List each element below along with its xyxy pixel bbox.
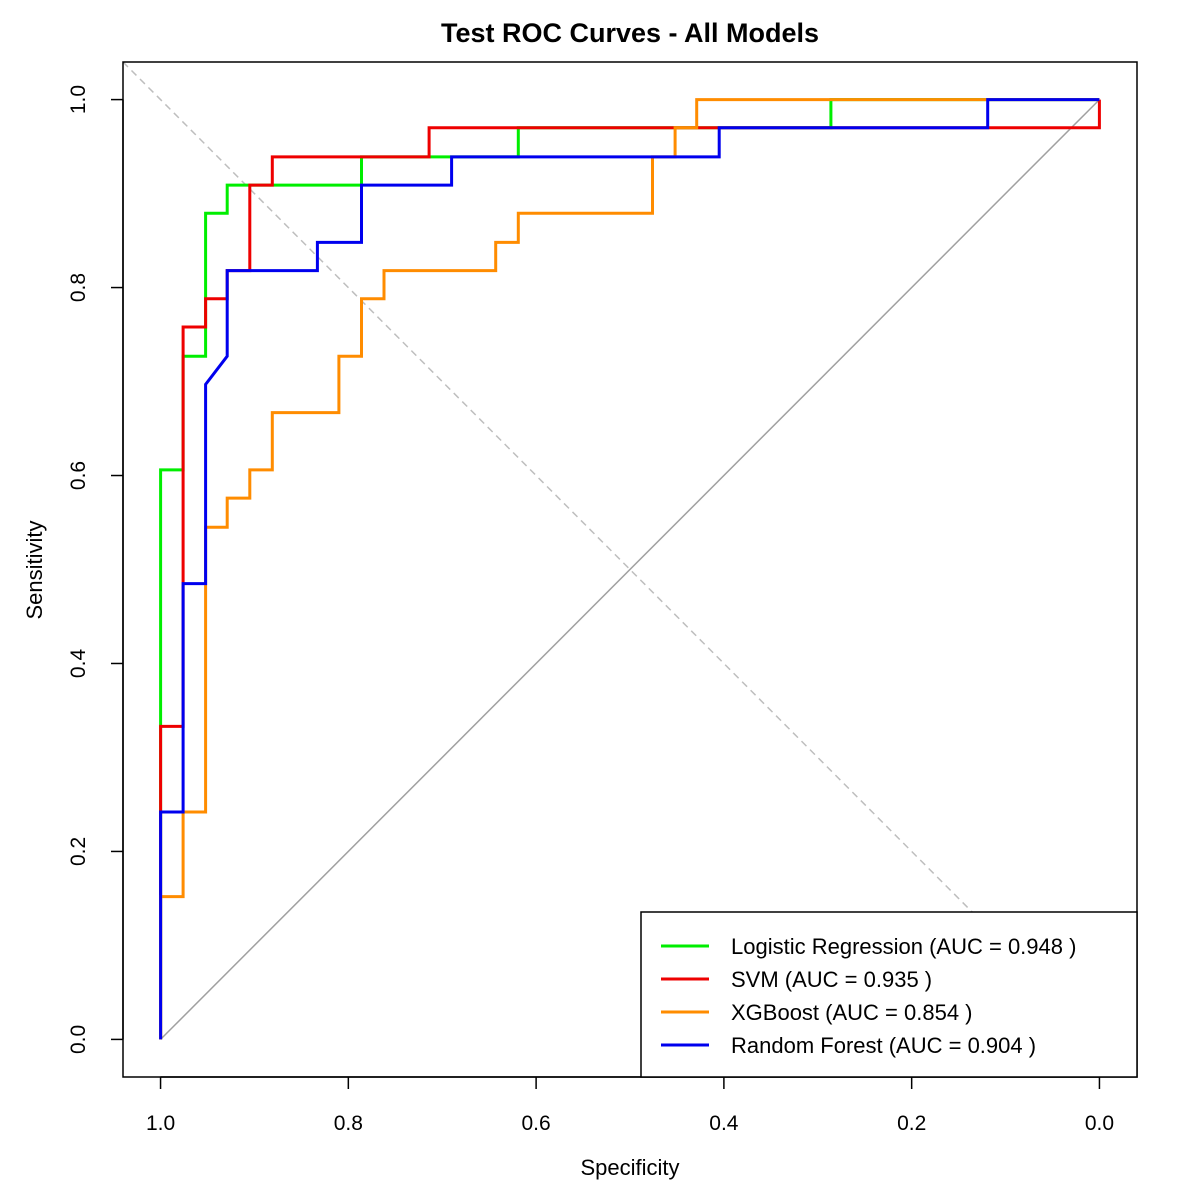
- legend: Logistic Regression (AUC = 0.948 ) SVM (A…: [640, 911, 1138, 1078]
- y-tick-label: 0.6: [67, 461, 90, 490]
- x-axis-label: Specificity: [580, 1155, 679, 1180]
- x-tick-label: 0.6: [522, 1112, 551, 1135]
- chart-title: Test ROC Curves - All Models: [441, 18, 819, 48]
- y-axis: 0.0 0.2 0.4 0.6 0.8 1.0: [67, 85, 124, 1054]
- legend-label: Random Forest (AUC = 0.904 ): [731, 1033, 1036, 1058]
- roc-curve-3: [159, 98, 1100, 1040]
- y-tick-label: 1.0: [67, 85, 90, 114]
- legend-label: SVM (AUC = 0.935 ): [731, 967, 932, 992]
- x-tick-label: 0.2: [897, 1112, 926, 1135]
- x-tick-label: 0.0: [1085, 1112, 1114, 1135]
- y-tick-label: 0.8: [67, 273, 90, 302]
- x-axis: 1.0 0.8 0.6 0.4 0.2 0.0: [146, 1076, 1114, 1135]
- chance-diagonal: [160, 99, 1100, 1040]
- legend-label: Logistic Regression (AUC = 0.948 ): [731, 934, 1076, 959]
- legend-box: [640, 911, 1138, 1078]
- x-tick-label: 0.4: [709, 1112, 739, 1135]
- y-tick-label: 0.0: [67, 1025, 90, 1054]
- y-axis-label: Sensitivity: [22, 520, 47, 619]
- roc-series: [159, 98, 1101, 1040]
- reference-lines: [122, 61, 1138, 1078]
- x-tick-label: 0.8: [334, 1112, 363, 1135]
- x-tick-label: 1.0: [146, 1112, 175, 1135]
- legend-label: XGBoost (AUC = 0.854 ): [731, 1000, 973, 1025]
- y-tick-label: 0.2: [67, 837, 90, 866]
- y-tick-label: 0.4: [67, 649, 90, 679]
